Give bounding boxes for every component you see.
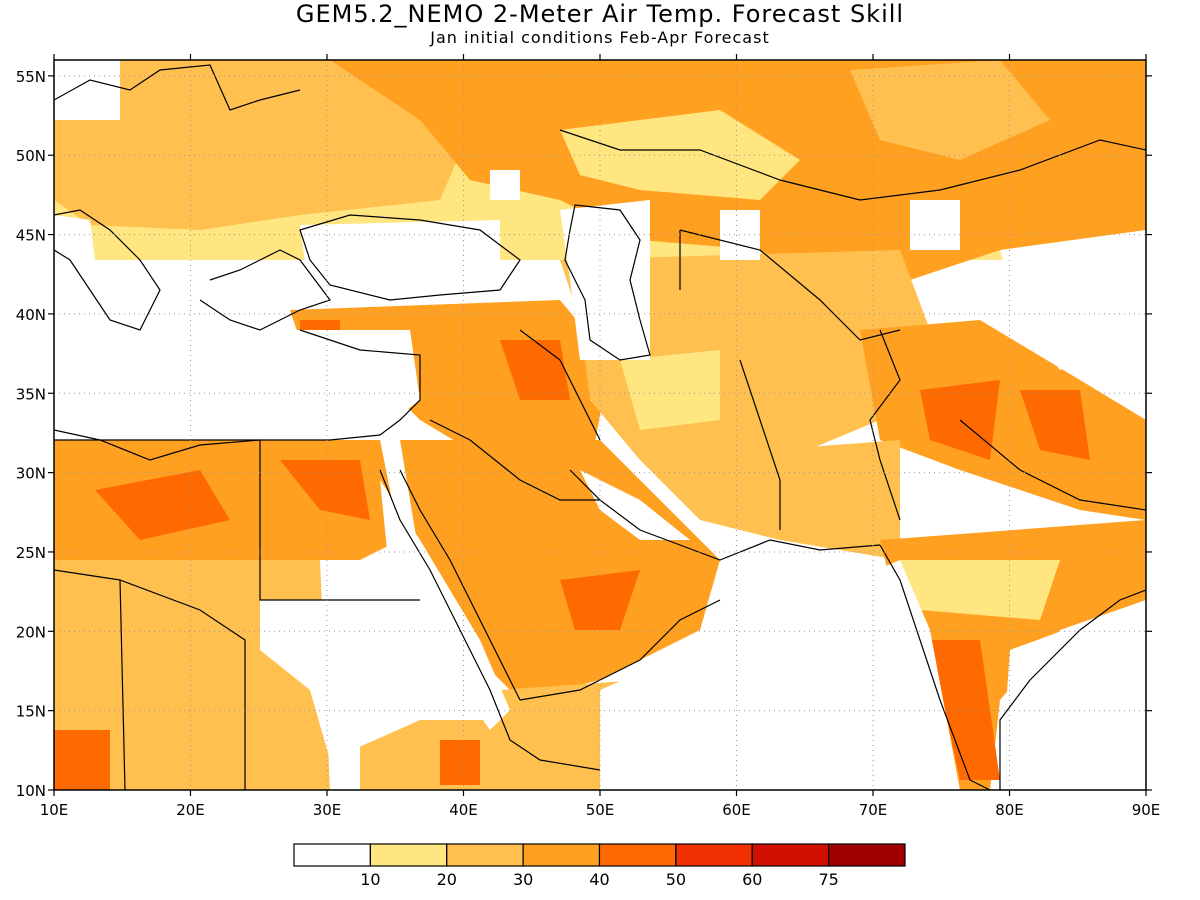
coastline-red-sea-east xyxy=(399,469,521,701)
y-axis-labels: 10N 15N 20N 25N 30N 35N 40N 45N 50N 55N xyxy=(16,68,46,800)
colorbar-tick-label: 30 xyxy=(513,870,533,889)
y-tick-label: 30N xyxy=(16,465,46,483)
colorbar-labels: 10 20 30 40 50 60 75 xyxy=(360,870,839,889)
y-tick-label: 35N xyxy=(16,385,46,403)
colorbar-swatch xyxy=(675,843,753,867)
colorbar-swatch xyxy=(751,843,830,867)
coastline-italy xyxy=(54,209,161,331)
skill-region-libya-high xyxy=(95,470,230,540)
coastline-layer xyxy=(54,64,1146,790)
skill-region-himalaya xyxy=(860,320,1146,520)
coastline-caspian xyxy=(564,204,651,361)
colorbar xyxy=(293,843,906,867)
colorbar-swatch xyxy=(369,843,448,867)
x-tick-label: 60E xyxy=(722,801,751,819)
western-china-low-skill xyxy=(1000,230,1146,370)
colorbar-swatch xyxy=(293,843,371,867)
x-tick-label: 70E xyxy=(859,801,888,819)
coastline-mediterranean xyxy=(54,329,421,461)
skill-fill-layer xyxy=(54,60,1146,790)
coastline-red-sea-west xyxy=(379,469,601,771)
colorbar-tick-label: 60 xyxy=(742,870,762,889)
border-india-nepal xyxy=(959,419,1146,511)
coastline-india-west xyxy=(879,544,991,790)
colorbar-tick-label: 75 xyxy=(818,870,838,889)
mediterranean-mask xyxy=(54,330,420,440)
north-sea-mask xyxy=(54,60,120,120)
y-tick-label: 50N xyxy=(16,147,46,165)
skill-region-tibet-high xyxy=(1020,390,1090,460)
persian-gulf-mask xyxy=(580,470,690,540)
x-tick-label: 10E xyxy=(40,801,69,819)
colorbar-tick-label: 50 xyxy=(666,870,686,889)
bay-of-bengal-mask xyxy=(1000,600,1146,790)
x-tick-label: 20E xyxy=(176,801,205,819)
skill-region-india-south-high xyxy=(930,640,1000,780)
gridlines xyxy=(54,60,1146,790)
figure-title: GEM5.2_NEMO 2-Meter Air Temp. Forecast S… xyxy=(295,0,905,28)
coastline-south-arabia xyxy=(519,599,721,701)
colorbar-tick-label: 20 xyxy=(437,870,457,889)
colorbar-swatch xyxy=(522,843,601,867)
x-tick-label: 40E xyxy=(449,801,478,819)
tyrrhenian-mask xyxy=(54,215,130,340)
coastline-black-sea xyxy=(299,214,521,301)
figure-subtitle: Jan initial conditions Feb-Apr Forecast xyxy=(430,28,770,47)
y-tick-label: 45N xyxy=(16,227,46,245)
border-russia-kazakhstan xyxy=(559,129,1146,201)
x-tick-label: 90E xyxy=(1132,801,1161,819)
colorbar-tick-label: 10 xyxy=(360,870,380,889)
coastline-india-east xyxy=(999,589,1146,790)
skill-region-ethiopia-high xyxy=(440,740,480,785)
border-central-asia xyxy=(679,229,901,341)
axis-ticks xyxy=(48,54,1152,796)
black-sea-mask xyxy=(300,220,500,305)
coastline-gulf-arabian xyxy=(569,469,881,561)
border-iran-afghanistan xyxy=(739,359,781,530)
coastline-northern-europe xyxy=(54,64,301,111)
y-tick-label: 40N xyxy=(16,306,46,324)
balkhash-mask xyxy=(910,200,960,250)
x-tick-label: 30E xyxy=(313,801,342,819)
colorbar-swatch xyxy=(598,843,677,867)
x-axis-labels: 10E 20E 30E 40E 50E 60E 70E 80E 90E xyxy=(40,801,1161,819)
border-saudi-north xyxy=(429,419,600,501)
low-skill-spot-volga xyxy=(490,170,520,200)
y-tick-label: 15N xyxy=(16,703,46,721)
skill-region-siberia xyxy=(850,60,1050,160)
colorbar-swatch xyxy=(446,843,524,867)
coastline-balkans xyxy=(199,249,331,331)
sudan-low-skill xyxy=(260,600,420,760)
skill-region-southern-iran xyxy=(640,440,900,560)
caspian-sea-mask xyxy=(560,200,650,360)
arabian-sea-mask xyxy=(600,560,960,790)
y-tick-label: 25N xyxy=(16,544,46,562)
skill-region-iran-light xyxy=(620,350,720,430)
x-tick-label: 80E xyxy=(995,801,1024,819)
red-sea-mask xyxy=(380,480,510,730)
colorbar-swatch xyxy=(828,843,906,867)
skill-region-egypt-high xyxy=(280,460,370,520)
y-tick-label: 10N xyxy=(16,782,46,800)
skill-region-india-central-light xyxy=(900,560,1060,620)
skill-region-europe xyxy=(54,60,470,230)
y-tick-label: 55N xyxy=(16,68,46,86)
y-tick-label: 20N xyxy=(16,623,46,641)
border-iraq-iran xyxy=(519,329,601,441)
skill-region-west-africa-high xyxy=(54,730,110,790)
border-niger-chad xyxy=(119,579,126,790)
border-libya-egypt-sudan xyxy=(54,439,420,601)
border-afghanistan-pakistan xyxy=(869,329,901,521)
border-chad-niger xyxy=(54,569,246,790)
colorbar-tick-label: 40 xyxy=(589,870,609,889)
x-tick-label: 50E xyxy=(586,801,615,819)
